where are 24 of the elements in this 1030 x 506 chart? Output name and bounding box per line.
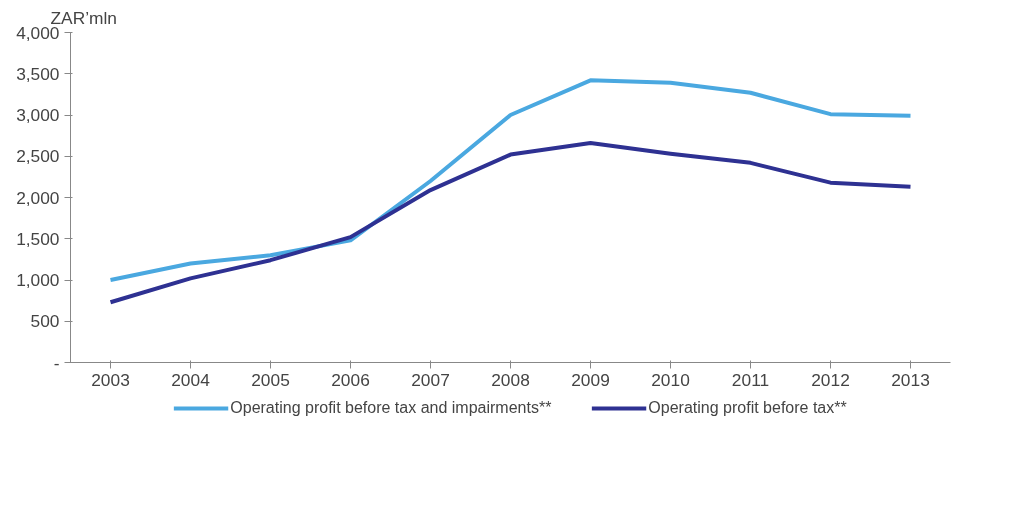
x-tick-label: 2010 bbox=[651, 369, 690, 390]
line-series bbox=[108, 78, 913, 282]
y-tick-label: 500 bbox=[30, 311, 60, 332]
legend-label: Operating profit before tax and impairments** bbox=[230, 399, 552, 417]
y-tick-label: 3,000 bbox=[16, 105, 60, 125]
y-tick-label: 1,500 bbox=[16, 228, 60, 249]
y-tick-label: - bbox=[53, 352, 60, 373]
x-tick-label: 2005 bbox=[251, 369, 290, 390]
x-tick-label: 2008 bbox=[491, 369, 530, 390]
x-tick-label: 2012 bbox=[811, 369, 850, 390]
x-tick-label: 2011 bbox=[731, 369, 770, 390]
x-tick-label: 2009 bbox=[571, 369, 610, 390]
x-tick-label: 2007 bbox=[411, 369, 450, 390]
line-series bbox=[108, 141, 913, 305]
y-tick-label: 2,500 bbox=[16, 146, 60, 167]
x-tick-label: 2004 bbox=[171, 369, 211, 390]
y-axis-title: ZAR’mln bbox=[50, 7, 117, 28]
y-tick-label: 2,000 bbox=[16, 187, 60, 208]
legend-label: Operating profit before tax** bbox=[648, 399, 847, 417]
x-tick-label: 2003 bbox=[91, 369, 130, 390]
x-tick-label: 2013 bbox=[891, 369, 930, 390]
x-tick-label: 2006 bbox=[331, 369, 370, 390]
y-tick-label: 1,000 bbox=[16, 270, 60, 290]
y-tick-label: 3,500 bbox=[16, 63, 60, 84]
